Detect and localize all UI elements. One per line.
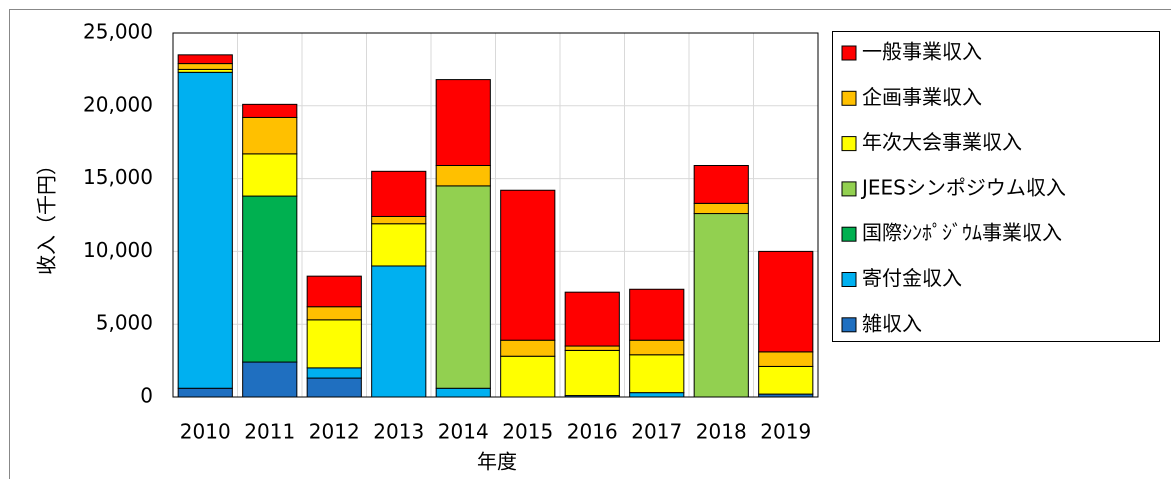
- legend-swatch: [841, 90, 857, 106]
- bar-segment: [177, 63, 233, 70]
- y-tick-label: 0: [140, 384, 153, 408]
- bar-segment: [177, 71, 233, 389]
- legend-box: [832, 31, 1160, 342]
- x-tick-label: 2016: [567, 420, 618, 444]
- bar-segment: [693, 164, 749, 204]
- x-tick-label: 2011: [244, 420, 295, 444]
- bar-segment: [306, 367, 362, 379]
- x-axis-title: 年度: [477, 450, 517, 474]
- bar-segment: [242, 195, 298, 363]
- bar-segment: [435, 79, 491, 166]
- legend-label: 国際ｼﾝﾎﾟｼﾞｳﾑ事業収入: [862, 221, 1062, 245]
- legend-swatch: [841, 181, 857, 197]
- bar-segment: [371, 170, 427, 217]
- bar-segment: [371, 215, 427, 225]
- bar-segment: [177, 54, 233, 65]
- y-tick-label: 10,000: [83, 238, 153, 262]
- bar-segment: [758, 365, 814, 395]
- bar-segment: [177, 387, 233, 398]
- x-tick-label: 2015: [502, 420, 553, 444]
- legend-label: 年次大会事業収入: [862, 130, 1022, 154]
- bar-segment: [629, 354, 685, 394]
- bar-segment: [564, 345, 620, 351]
- bar-segment: [758, 351, 814, 367]
- y-tick-label: 25,000: [83, 20, 153, 44]
- bar-segment: [435, 185, 491, 389]
- bar-segment: [306, 275, 362, 308]
- bar-segment: [629, 392, 685, 398]
- plot-border: [172, 32, 819, 398]
- bar-segment: [435, 164, 491, 187]
- bar-segment: [306, 377, 362, 398]
- x-tick-label: 2010: [180, 420, 231, 444]
- y-tick-label: 20,000: [83, 92, 153, 116]
- legend-label: JEESシンポジウム収入: [860, 175, 1066, 199]
- bar-segment: [242, 361, 298, 398]
- bar-segment: [500, 189, 556, 341]
- bar-segment: [435, 387, 491, 398]
- bar-segment: [693, 213, 749, 398]
- x-tick-label: 2017: [631, 420, 682, 444]
- legend-swatch: [841, 136, 857, 152]
- bar-segment: [371, 265, 427, 398]
- bar-segment: [242, 153, 298, 197]
- legend-label: 企画事業収入: [862, 85, 982, 109]
- legend-swatch: [841, 226, 857, 242]
- legend-label: 一般事業収入: [862, 40, 982, 64]
- legend-swatch: [841, 45, 857, 61]
- bar-segment: [564, 291, 620, 347]
- bar-segment: [758, 250, 814, 353]
- bar-segment: [371, 223, 427, 267]
- x-tick-label: 2018: [696, 420, 747, 444]
- bar-segment: [242, 116, 298, 155]
- bar-segment: [629, 339, 685, 356]
- x-tick-label: 2019: [760, 420, 811, 444]
- bar-segment: [242, 103, 298, 118]
- y-axis-title: 收入（千円）: [35, 155, 59, 275]
- legend-label: 寄付金収入: [862, 266, 962, 290]
- legend-swatch: [841, 272, 857, 287]
- y-tick-label: 5,000: [96, 311, 153, 335]
- bar-segment: [500, 355, 556, 398]
- legend-label: 雑収入: [862, 311, 922, 335]
- x-tick-label: 2014: [438, 420, 489, 444]
- bar-segment: [693, 202, 749, 215]
- bar-segment: [629, 288, 685, 341]
- bar-segment: [564, 349, 620, 397]
- bar-segment: [306, 306, 362, 321]
- bar-segment: [500, 339, 556, 357]
- bar-segment: [306, 319, 362, 369]
- x-tick-label: 2012: [309, 420, 360, 444]
- y-tick-label: 15,000: [83, 165, 153, 189]
- legend-swatch: [841, 317, 857, 333]
- x-tick-label: 2013: [373, 420, 424, 444]
